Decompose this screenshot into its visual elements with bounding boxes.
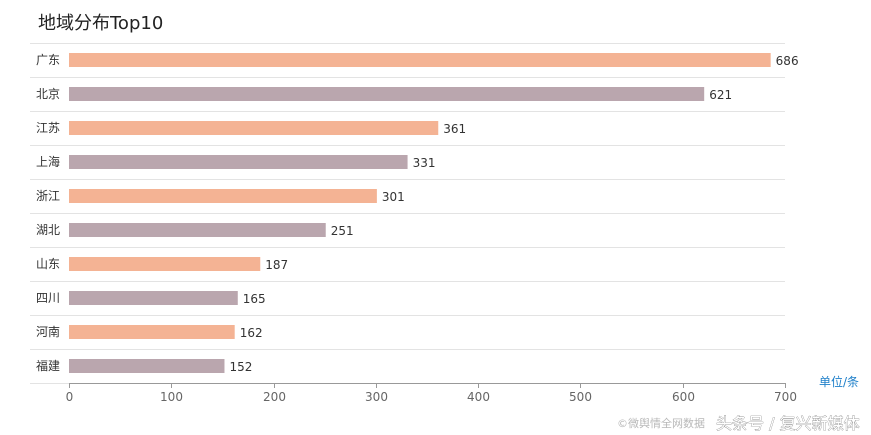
category-label: 北京 bbox=[36, 87, 60, 101]
bar-4 bbox=[69, 155, 408, 169]
bar-2 bbox=[69, 87, 705, 101]
value-label: 162 bbox=[240, 326, 263, 340]
category-label: 上海 bbox=[36, 154, 60, 169]
value-label: 621 bbox=[709, 88, 732, 102]
x-tick-label: 600 bbox=[672, 390, 695, 404]
bar-3 bbox=[69, 121, 439, 135]
bar-8 bbox=[69, 291, 238, 305]
bars bbox=[69, 53, 771, 373]
category-label: 浙江 bbox=[36, 189, 60, 203]
value-label: 152 bbox=[229, 360, 252, 374]
bar-1 bbox=[69, 53, 771, 67]
category-label: 山东 bbox=[36, 257, 60, 271]
category-label: 湖北 bbox=[36, 222, 60, 237]
chart-title: 地域分布Top10 bbox=[38, 13, 163, 34]
value-label: 686 bbox=[776, 54, 799, 68]
x-tick-label: 0 bbox=[66, 390, 74, 404]
category-label: 江苏 bbox=[36, 121, 60, 135]
category-label: 福建 bbox=[36, 358, 60, 373]
x-tick-label: 200 bbox=[263, 390, 286, 404]
category-label: 四川 bbox=[36, 291, 60, 305]
value-labels: 686 621 361 331 301 251 187 165 162 152 bbox=[229, 54, 798, 374]
x-axis-ticks: 0 100 200 300 400 500 600 700 bbox=[66, 383, 797, 404]
x-tick-label: 400 bbox=[467, 390, 490, 404]
value-label: 165 bbox=[243, 292, 266, 306]
unit-label: 单位/条 bbox=[819, 374, 859, 389]
watermark-author: 头条号 / 复兴新媒体 bbox=[716, 414, 860, 433]
x-tick-label: 300 bbox=[365, 390, 388, 404]
bar-6 bbox=[69, 223, 326, 237]
x-tick-label: 100 bbox=[160, 390, 183, 404]
watermark-source: ©微舆情全网数据 bbox=[617, 416, 705, 430]
value-label: 361 bbox=[443, 122, 466, 136]
value-label: 251 bbox=[331, 224, 354, 238]
bar-5 bbox=[69, 189, 377, 203]
x-tick-label: 500 bbox=[569, 390, 592, 404]
value-label: 331 bbox=[413, 156, 436, 170]
category-label: 广东 bbox=[36, 53, 60, 67]
bar-7 bbox=[69, 257, 261, 271]
bar-9 bbox=[69, 325, 235, 339]
value-label: 301 bbox=[382, 190, 405, 204]
category-label: 河南 bbox=[36, 324, 60, 339]
x-tick-label: 700 bbox=[774, 390, 797, 404]
value-label: 187 bbox=[265, 258, 288, 272]
bar-10 bbox=[69, 359, 225, 373]
